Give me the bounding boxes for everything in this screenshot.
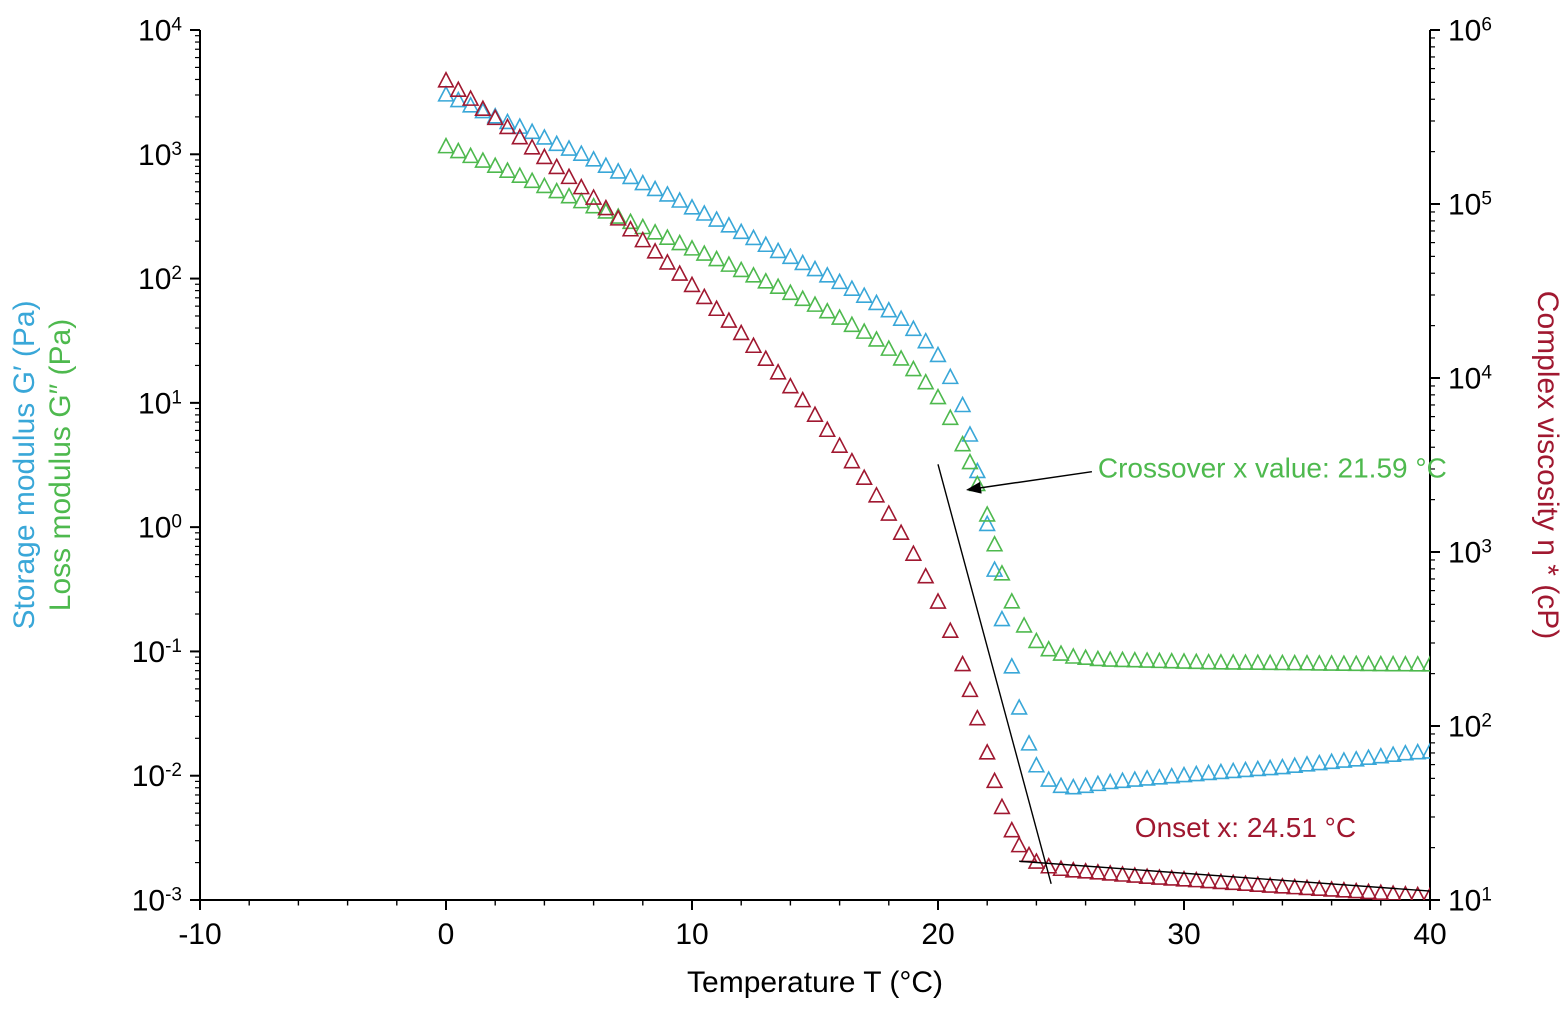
rheology-chart: -1001020304010-310-210-11001011021031041…: [0, 0, 1568, 1030]
x-tick-label: 20: [921, 918, 954, 951]
x-tick-label: 10: [675, 918, 708, 951]
x-tick-label: 30: [1167, 918, 1200, 951]
x-axis-title: Temperature T (°C): [687, 966, 943, 999]
chart-container: -1001020304010-310-210-11001011021031041…: [0, 0, 1568, 1030]
x-tick-label: 40: [1413, 918, 1446, 951]
x-tick-label: 0: [438, 918, 455, 951]
annotation-crossover: Crossover x value: 21.59 °C: [1098, 453, 1447, 484]
annotation-onset: Onset x: 24.51 °C: [1135, 812, 1356, 843]
y-right-axis-title: Complex viscosity η * (cP): [1531, 291, 1564, 639]
y-left-axis-title-storage: Storage modulus G′ (Pa): [8, 300, 41, 629]
y-left-axis-title-loss: Loss modulus G″ (Pa): [44, 319, 77, 611]
x-tick-label: -10: [178, 918, 221, 951]
